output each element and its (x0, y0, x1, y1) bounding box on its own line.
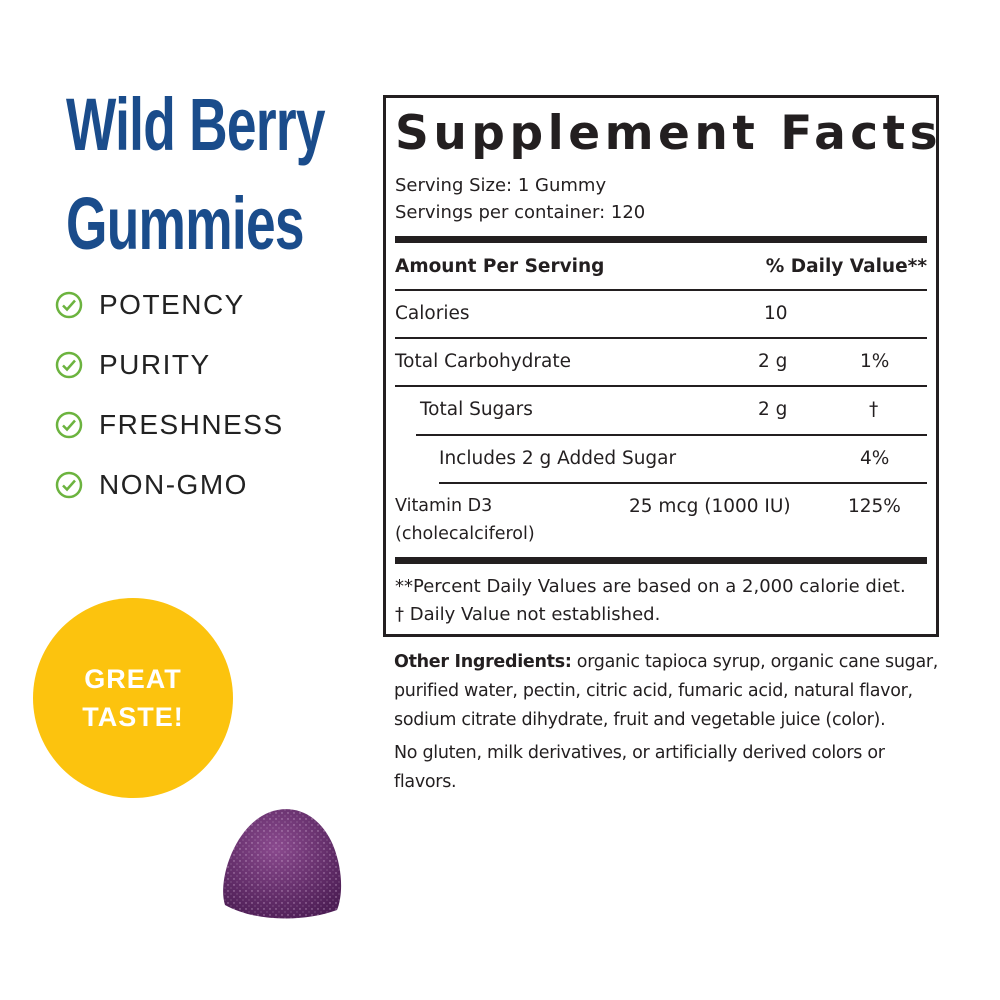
row-name: Vitamin D3 (395, 496, 493, 516)
row-dv: 1% (860, 351, 890, 372)
divider (395, 385, 927, 387)
divider (439, 482, 927, 484)
feature-label: POTENCY (99, 289, 245, 320)
ingredients-text: organic tapioca syrup, organic cane suga… (394, 652, 939, 730)
serving-size: Serving Size: 1 Gummy (395, 175, 607, 196)
row-name: Includes 2 g Added Sugar (439, 448, 677, 469)
feature-potency: POTENCY (55, 289, 245, 321)
feature-label: NON-GMO (99, 469, 248, 500)
divider-thick (395, 236, 927, 243)
row-amount: 10 (764, 303, 788, 324)
header-daily-value: % Daily Value** (765, 256, 927, 277)
row-dv: 4% (860, 448, 890, 469)
check-circle-icon (55, 471, 83, 499)
divider (416, 434, 927, 436)
row-name: Total Sugars (420, 399, 533, 420)
supplement-facts-panel: Supplement Facts Serving Size: 1 Gummy S… (383, 95, 939, 637)
product-title-line1: Wild Berry (66, 83, 326, 166)
check-circle-icon (55, 411, 83, 439)
facts-title: Supplement Facts (395, 106, 943, 161)
row-dv: 125% (848, 496, 901, 517)
other-ingredients: Other Ingredients: organic tapioca syrup… (394, 648, 939, 735)
check-circle-icon (55, 291, 83, 319)
check-circle-icon (55, 351, 83, 379)
feature-label: FRESHNESS (99, 409, 284, 440)
footnote-not-established: † Daily Value not established. (395, 604, 661, 625)
row-name: Total Carbohydrate (395, 351, 572, 372)
product-title-line2: Gummies (66, 182, 304, 265)
great-taste-badge: GREAT TASTE! (33, 598, 233, 798)
divider (395, 337, 927, 339)
feature-label: PURITY (99, 349, 211, 380)
feature-freshness: FRESHNESS (55, 409, 284, 441)
divider-thick (395, 557, 927, 564)
allergen-note: No gluten, milk derivatives, or artifici… (394, 743, 885, 792)
row-name-sub: (cholecalciferol) (395, 524, 535, 544)
feature-non-gmo: NON-GMO (55, 469, 248, 501)
ingredients-label: Other Ingredients: (394, 652, 572, 672)
row-name: Calories (395, 303, 470, 324)
divider (395, 289, 927, 291)
row-amount: 2 g (758, 399, 788, 420)
gummy-image (223, 809, 342, 919)
row-dv: † (869, 399, 879, 420)
servings-per-container: Servings per container: 120 (395, 202, 646, 223)
badge-line1: GREAT (84, 664, 182, 694)
footnote-daily-values: **Percent Daily Values are based on a 2,… (395, 576, 906, 597)
header-amount: Amount Per Serving (395, 256, 605, 277)
badge-line2: TASTE! (82, 702, 184, 732)
feature-purity: PURITY (55, 349, 211, 381)
row-amount: 25 mcg (1000 IU) (629, 496, 791, 517)
row-amount: 2 g (758, 351, 788, 372)
